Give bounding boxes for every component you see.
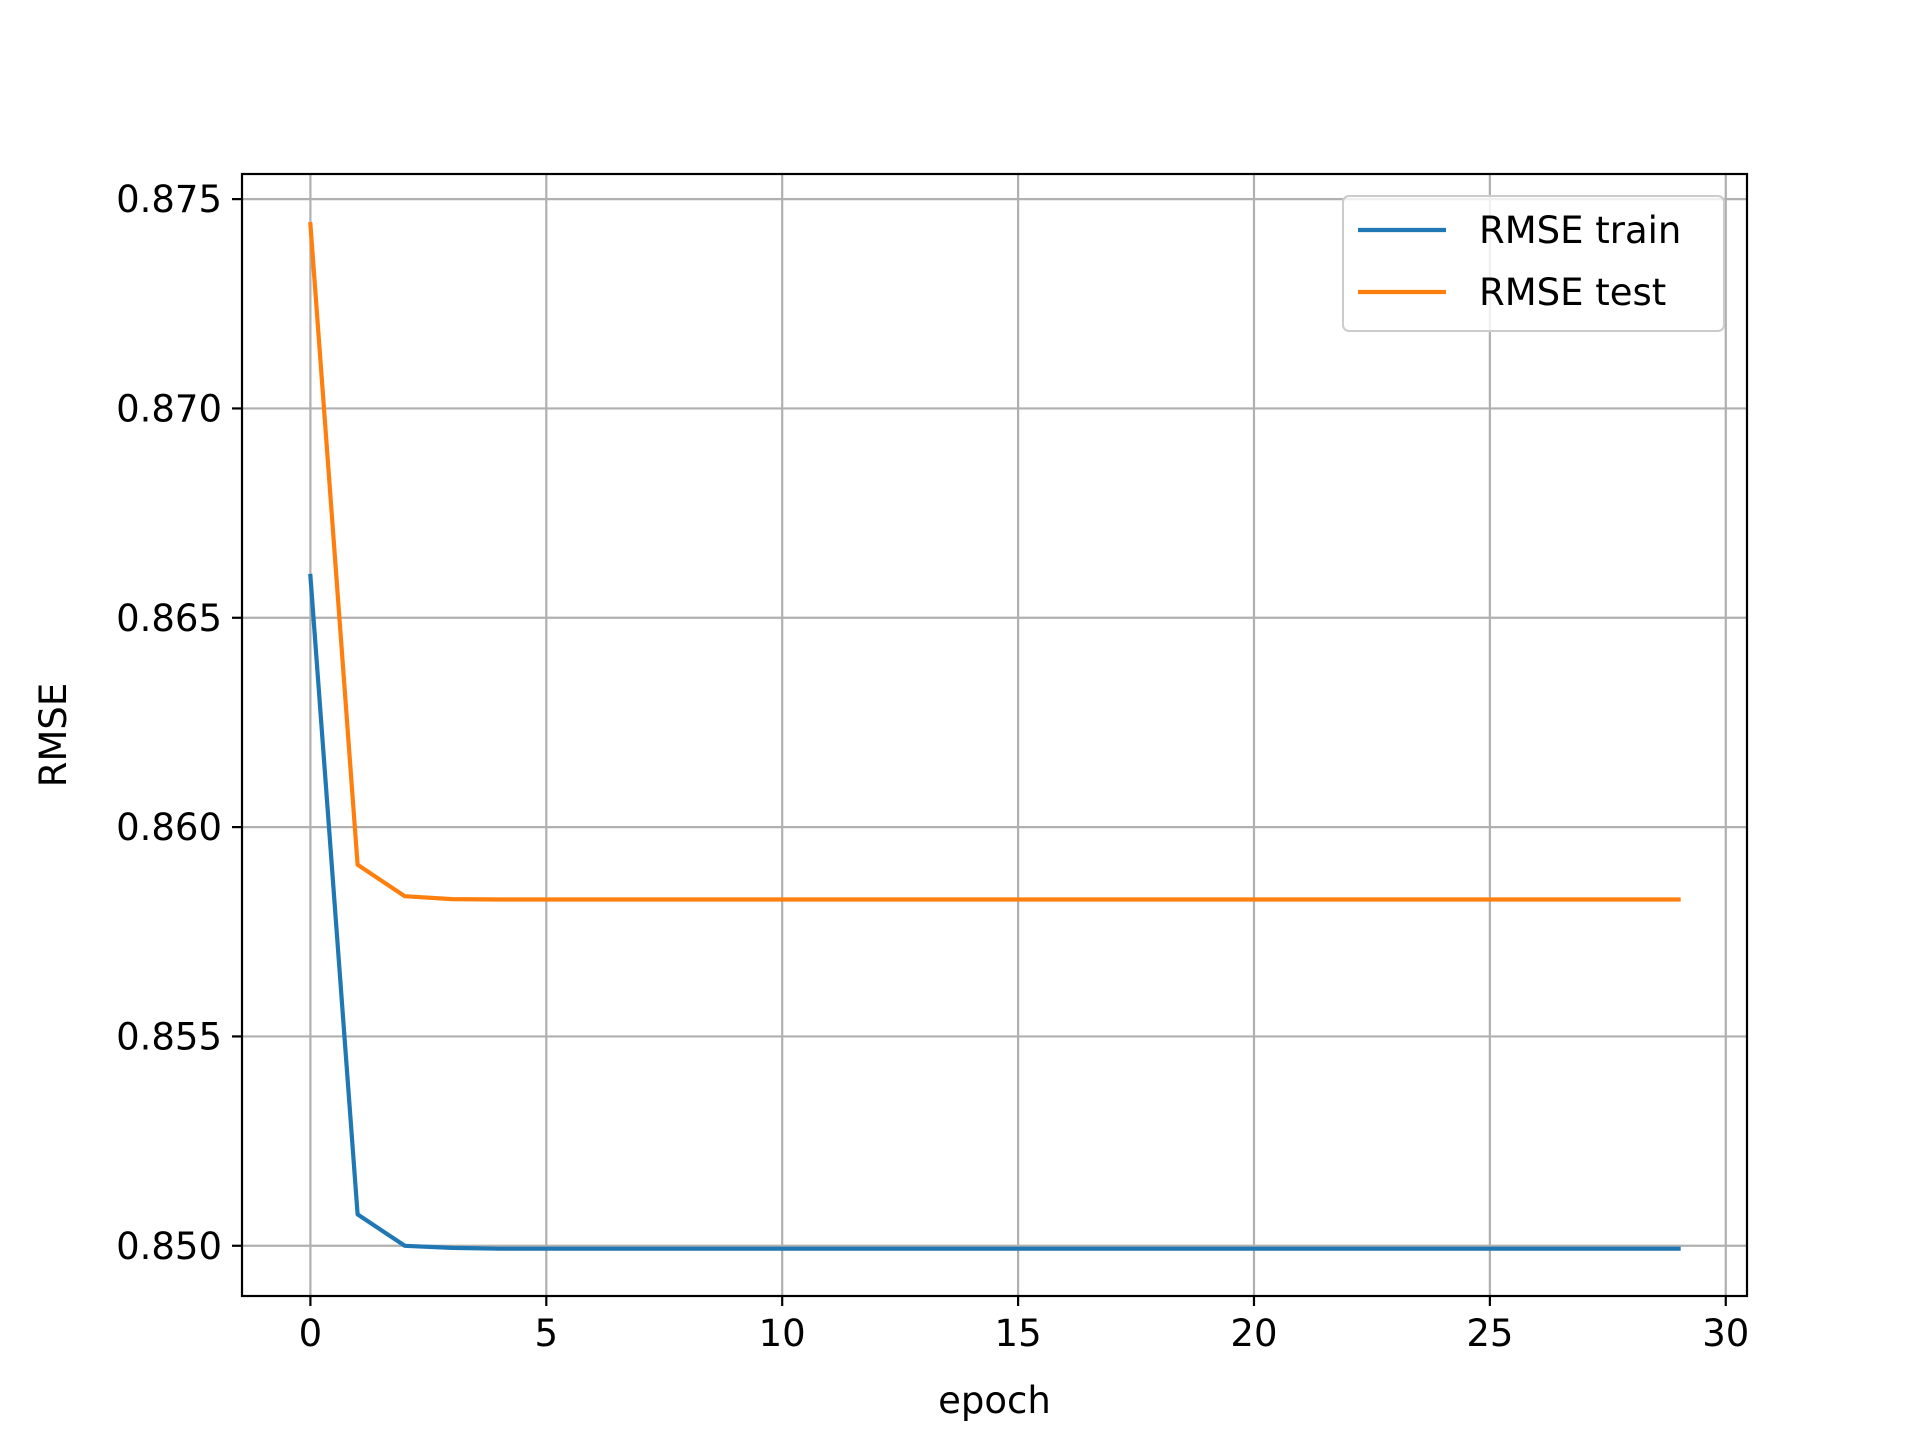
x-tick-label: 5 (535, 1312, 559, 1355)
x-tick-label: 25 (1466, 1312, 1513, 1355)
legend: RMSE train RMSE test (1342, 195, 1725, 332)
series-lines (308, 221, 1681, 1251)
y-axis-label: RMSE (32, 683, 75, 788)
x-tick-label: 20 (1230, 1312, 1277, 1355)
axis-ticks: 0 5 10 15 20 25 30 0.850 0.855 0.860 0.865 0.870 0.8… (116, 178, 1749, 1355)
x-tick-label: 15 (995, 1312, 1042, 1355)
grid (242, 174, 1747, 1296)
y-tick-label: 0.860 (116, 806, 222, 849)
y-tick-label: 0.870 (116, 387, 222, 430)
x-tick-label: 10 (759, 1312, 806, 1355)
legend-label: RMSE train (1479, 209, 1681, 252)
y-tick-label: 0.855 (116, 1015, 222, 1058)
x-axis-label: epoch (938, 1379, 1051, 1422)
legend-label: RMSE test (1479, 271, 1666, 314)
y-tick-label: 0.865 (116, 597, 222, 640)
series-line (308, 221, 1681, 902)
plot-frame (240, 172, 1749, 1298)
y-tick-label: 0.875 (116, 178, 222, 221)
series-line (308, 573, 1681, 1251)
x-tick-label: 0 (299, 1312, 323, 1355)
y-tick-label: 0.850 (116, 1225, 222, 1268)
x-tick-label: 30 (1702, 1312, 1749, 1355)
